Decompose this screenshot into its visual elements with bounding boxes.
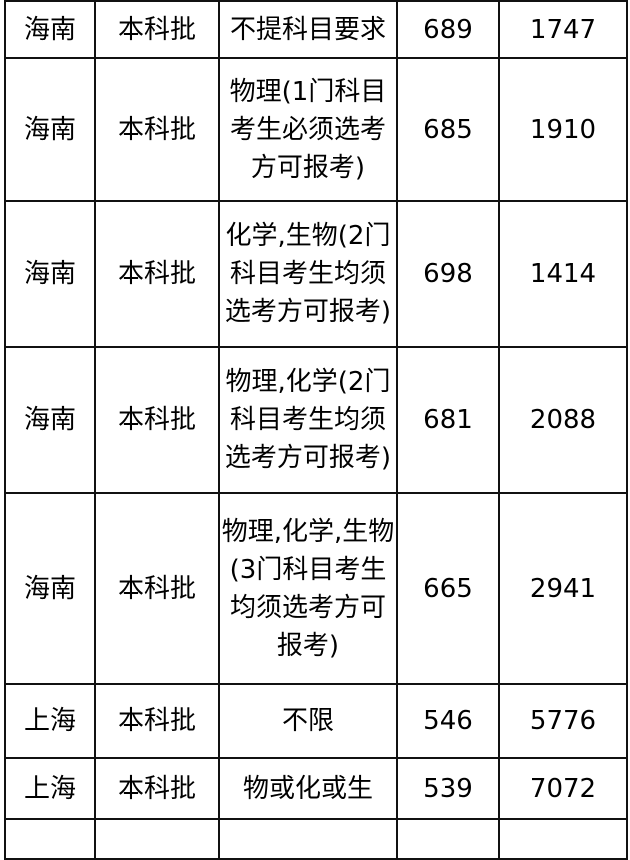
cell-requirement: 化学,生物(2门科目考生均须选考方可报考) — [220, 202, 398, 348]
cell-province: 上海 — [6, 759, 96, 820]
table-row: 海南 本科批 物理(1门科目考生必须选考方可报考) 685 1910 — [6, 59, 628, 202]
cell-requirement: 不限 — [220, 685, 398, 759]
cell-score: 698 — [398, 202, 500, 348]
cell-empty — [500, 820, 628, 860]
cell-requirement: 物或化或生 — [220, 759, 398, 820]
cell-rank: 2941 — [500, 494, 628, 685]
table-row: 上海 本科批 不限 546 5776 — [6, 685, 628, 759]
cell-empty — [96, 820, 220, 860]
cell-batch: 本科批 — [96, 759, 220, 820]
cell-empty — [398, 820, 500, 860]
cell-empty — [220, 820, 398, 860]
cell-batch: 本科批 — [96, 494, 220, 685]
cell-batch: 本科批 — [96, 2, 220, 59]
table-row: 海南 本科批 物理,化学(2门科目考生均须选考方可报考) 681 2088 — [6, 348, 628, 494]
cell-score: 681 — [398, 348, 500, 494]
table-row-partial — [6, 820, 628, 860]
table-row: 上海 本科批 物或化或生 539 7072 — [6, 759, 628, 820]
cell-province: 海南 — [6, 2, 96, 59]
cell-rank: 5776 — [500, 685, 628, 759]
cell-requirement: 物理,化学(2门科目考生均须选考方可报考) — [220, 348, 398, 494]
cell-province: 上海 — [6, 685, 96, 759]
cell-empty — [6, 820, 96, 860]
cell-batch: 本科批 — [96, 348, 220, 494]
admission-score-table: 海南 本科批 不提科目要求 689 1747 海南 本科批 物理(1门科目考生必… — [4, 0, 628, 860]
cell-score: 539 — [398, 759, 500, 820]
cell-province: 海南 — [6, 348, 96, 494]
cell-requirement: 物理(1门科目考生必须选考方可报考) — [220, 59, 398, 202]
table-row: 海南 本科批 不提科目要求 689 1747 — [6, 2, 628, 59]
cell-province: 海南 — [6, 202, 96, 348]
cell-rank: 2088 — [500, 348, 628, 494]
cell-score: 546 — [398, 685, 500, 759]
cell-score: 685 — [398, 59, 500, 202]
cell-rank: 7072 — [500, 759, 628, 820]
cell-rank: 1414 — [500, 202, 628, 348]
cell-rank: 1747 — [500, 2, 628, 59]
cell-requirement: 不提科目要求 — [220, 2, 398, 59]
table-row: 海南 本科批 化学,生物(2门科目考生均须选考方可报考) 698 1414 — [6, 202, 628, 348]
cell-rank: 1910 — [500, 59, 628, 202]
cell-province: 海南 — [6, 59, 96, 202]
table-row: 海南 本科批 物理,化学,生物(3门科目考生均须选考方可报考) 665 2941 — [6, 494, 628, 685]
cell-score: 689 — [398, 2, 500, 59]
cell-requirement: 物理,化学,生物(3门科目考生均须选考方可报考) — [220, 494, 398, 685]
cell-score: 665 — [398, 494, 500, 685]
cell-batch: 本科批 — [96, 59, 220, 202]
cell-batch: 本科批 — [96, 202, 220, 348]
cell-batch: 本科批 — [96, 685, 220, 759]
cell-province: 海南 — [6, 494, 96, 685]
